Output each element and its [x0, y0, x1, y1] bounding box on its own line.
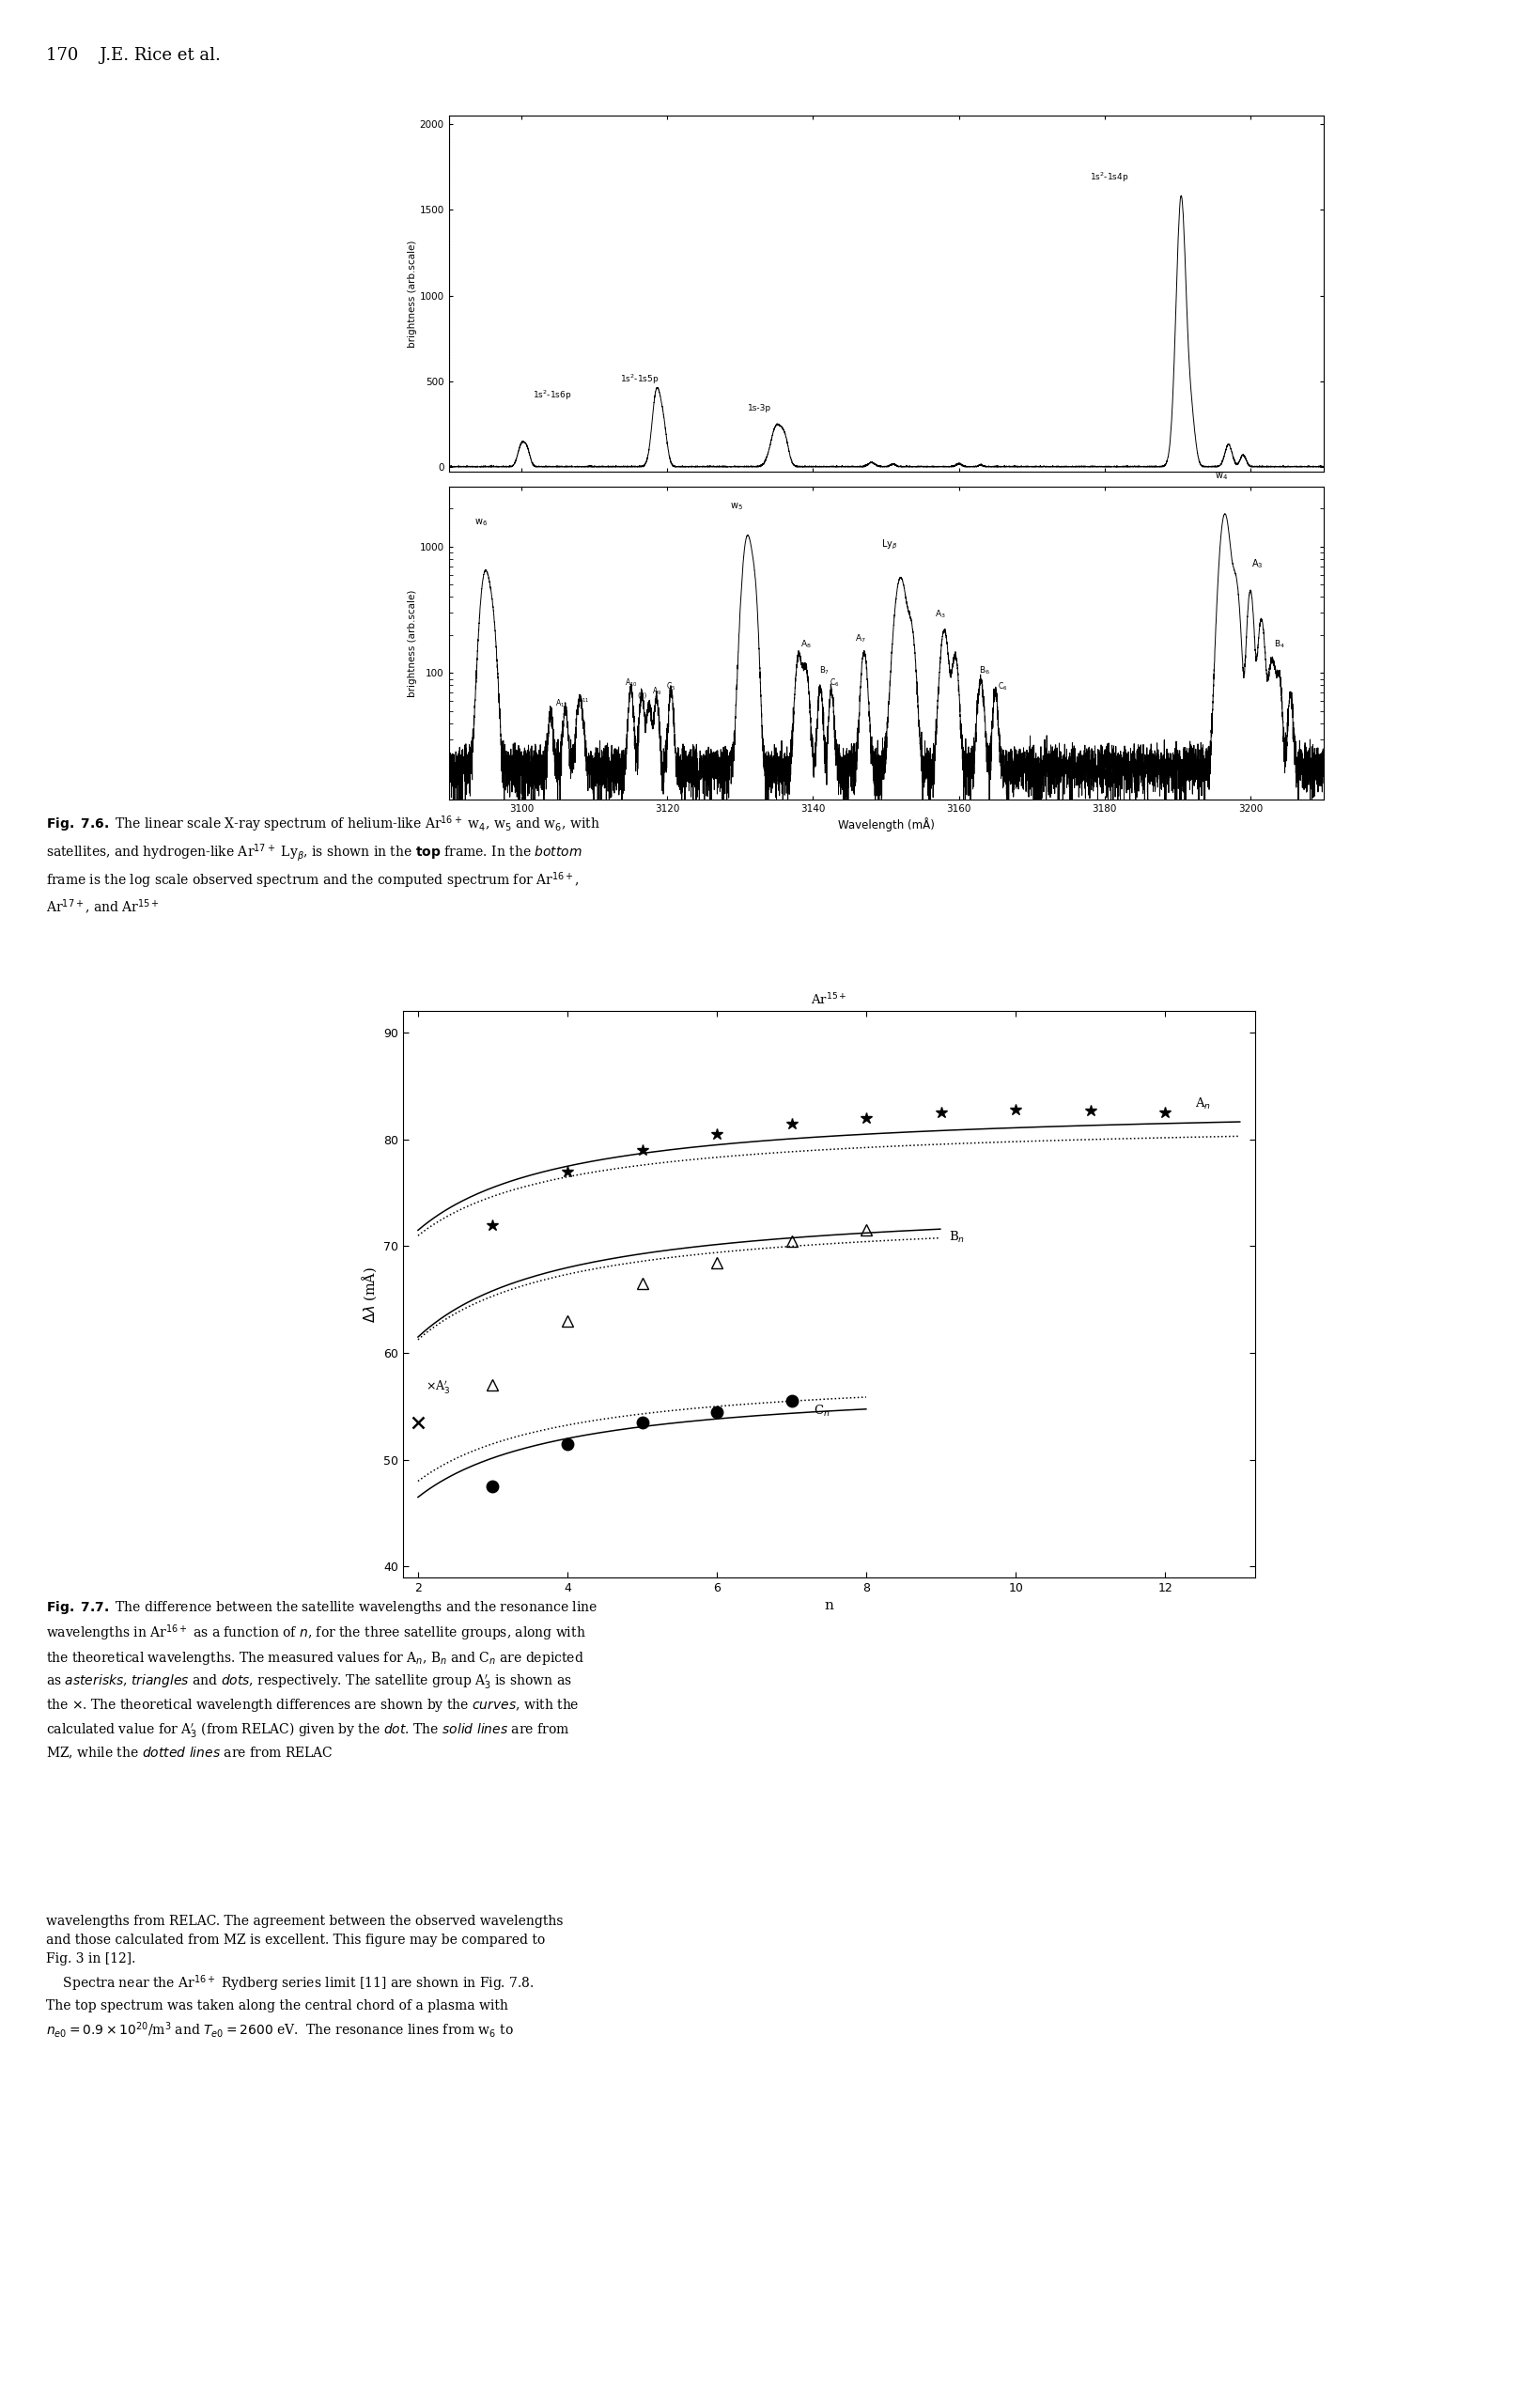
Text: Ly$_\beta$: Ly$_\beta$ — [882, 537, 897, 551]
Text: $\mathbf{Fig.\ 7.6.}$ The linear scale X-ray spectrum of helium-like Ar$^{16+}$ : $\mathbf{Fig.\ 7.6.}$ The linear scale X… — [46, 814, 599, 917]
Text: C$_6$: C$_6$ — [830, 677, 840, 689]
Text: A$_7$: A$_7$ — [855, 633, 865, 643]
Y-axis label: $\Delta\lambda$ (mÅ): $\Delta\lambda$ (mÅ) — [360, 1267, 379, 1322]
Text: w$_5$: w$_5$ — [730, 501, 744, 513]
Text: 170    J.E. Rice et al.: 170 J.E. Rice et al. — [46, 46, 221, 65]
Text: $\times$A$_3^{\prime}$: $\times$A$_3^{\prime}$ — [426, 1380, 450, 1397]
Text: 1s-3p: 1s-3p — [747, 405, 771, 412]
Text: wavelengths from RELAC. The agreement between the observed wavelengths
and those: wavelengths from RELAC. The agreement be… — [46, 1914, 563, 2040]
Text: (B): (B) — [637, 691, 646, 698]
Text: B$_6$: B$_6$ — [978, 665, 990, 677]
Text: w$_6$: w$_6$ — [475, 518, 487, 527]
Text: 1s$^2$-1s5p: 1s$^2$-1s5p — [621, 373, 659, 385]
Text: B$_n$: B$_n$ — [949, 1230, 964, 1245]
Text: w$_4$: w$_4$ — [1215, 470, 1227, 482]
Y-axis label: brightness (arb.scale): brightness (arb.scale) — [408, 241, 417, 347]
Text: 1s$^2$-1s4p: 1s$^2$-1s4p — [1091, 171, 1129, 183]
Text: A$_8$: A$_8$ — [800, 638, 811, 650]
Text: A$_3$: A$_3$ — [1252, 556, 1264, 571]
Text: B$_4$: B$_4$ — [1275, 638, 1285, 650]
Text: 1s$^2$-1s6p: 1s$^2$-1s6p — [532, 388, 572, 402]
X-axis label: n: n — [824, 1599, 834, 1613]
Text: $\mathbf{Fig.\ 7.7.}$ The difference between the satellite wavelengths and the r: $\mathbf{Fig.\ 7.7.}$ The difference bet… — [46, 1599, 598, 1760]
Text: A$_n$: A$_n$ — [1196, 1096, 1211, 1112]
Y-axis label: brightness (arb.scale): brightness (arb.scale) — [408, 590, 417, 696]
Text: A$_3$: A$_3$ — [935, 609, 946, 619]
Text: C$_6$: C$_6$ — [998, 681, 1007, 691]
Text: C$_5$: C$_5$ — [666, 681, 675, 691]
Text: A$_9$: A$_9$ — [651, 686, 662, 698]
Text: A$_{11}$: A$_{11}$ — [576, 694, 590, 706]
Title: Ar$^{15+}$: Ar$^{15+}$ — [811, 992, 847, 1007]
Text: B$_7$: B$_7$ — [818, 665, 829, 677]
Text: A$_{12}$: A$_{12}$ — [555, 698, 567, 710]
Text: C$_n$: C$_n$ — [814, 1404, 830, 1418]
Text: A$_{10}$: A$_{10}$ — [625, 677, 637, 689]
X-axis label: Wavelength (mÅ): Wavelength (mÅ) — [838, 816, 934, 831]
